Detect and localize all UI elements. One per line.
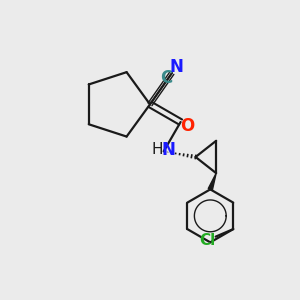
Polygon shape bbox=[208, 173, 216, 190]
Text: O: O bbox=[180, 117, 194, 135]
Text: N: N bbox=[169, 58, 184, 76]
Text: Cl: Cl bbox=[200, 232, 216, 247]
Text: H: H bbox=[152, 142, 163, 158]
Text: N: N bbox=[161, 141, 175, 159]
Text: C: C bbox=[160, 69, 172, 87]
